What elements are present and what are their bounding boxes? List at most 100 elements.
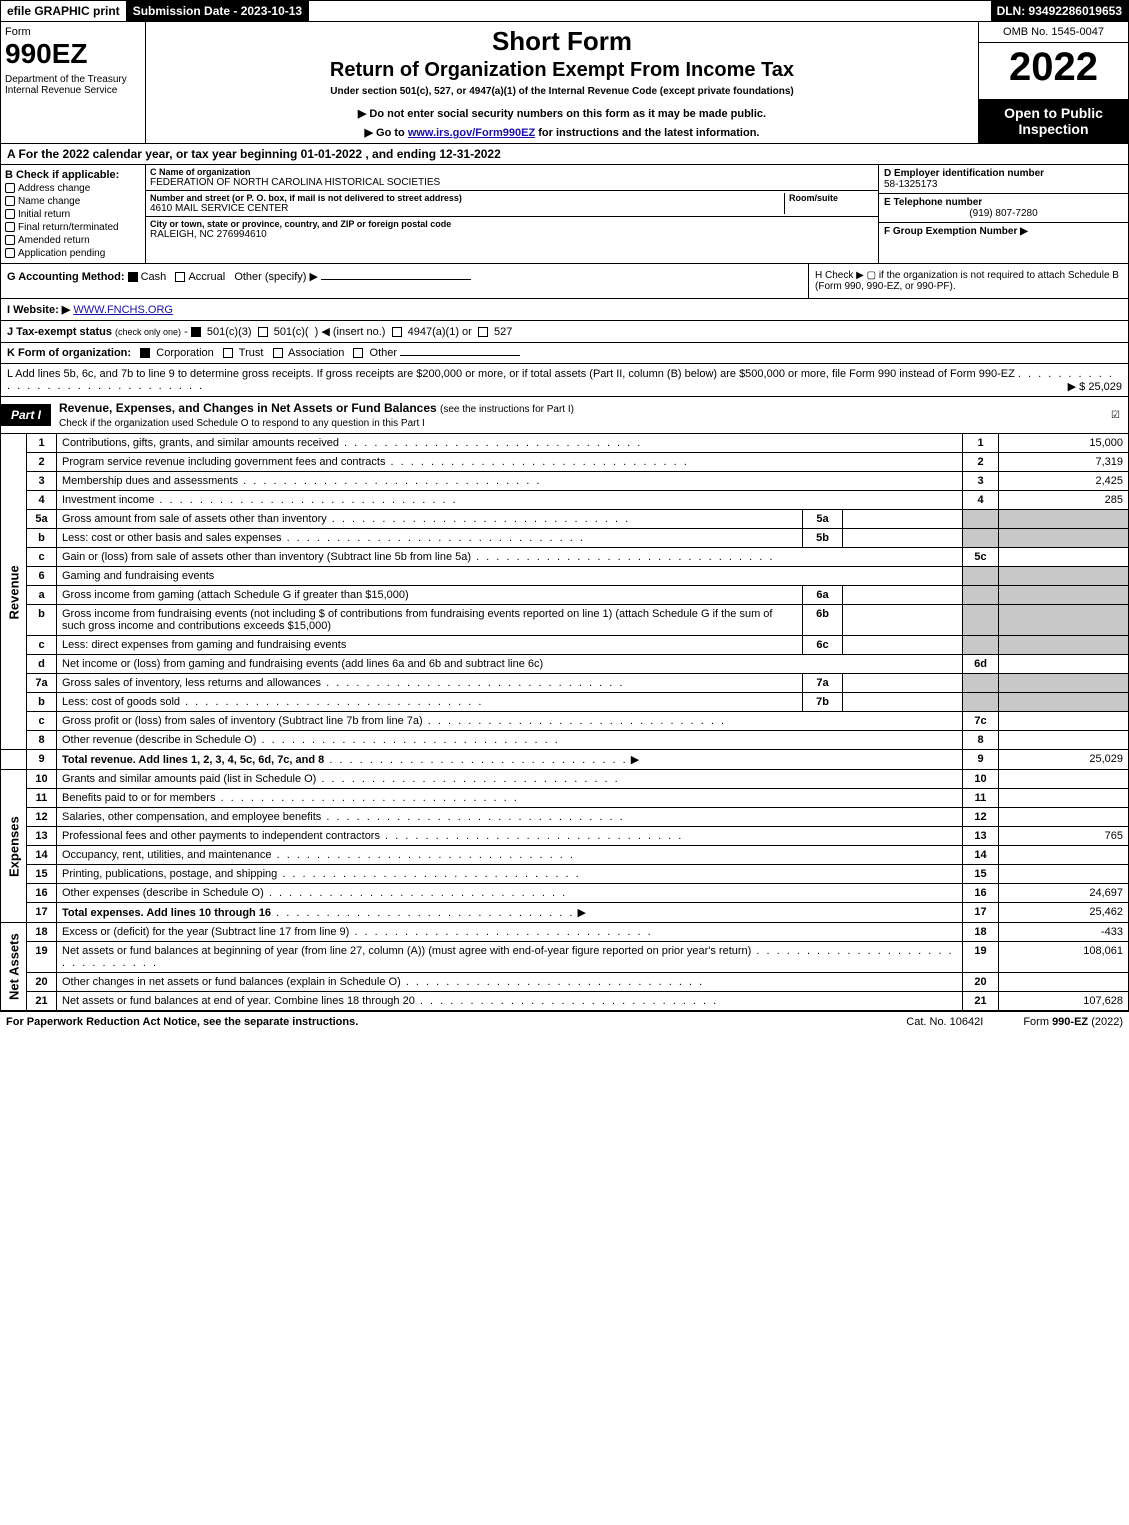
chk-amended-return[interactable]: Amended return — [5, 235, 141, 246]
page-footer: For Paperwork Reduction Act Notice, see … — [0, 1011, 1129, 1032]
org-name: FEDERATION OF NORTH CAROLINA HISTORICAL … — [150, 177, 874, 188]
chk-4947a1[interactable] — [392, 327, 402, 337]
omb-number: OMB No. 1545-0047 — [979, 22, 1128, 43]
chk-trust[interactable] — [223, 348, 233, 358]
expenses-section-label: Expenses — [1, 770, 27, 923]
department-label: Department of the Treasury Internal Reve… — [5, 74, 141, 96]
part-i-checkbox[interactable]: ☑ — [1103, 406, 1128, 425]
dln-label: DLN: 93492286019653 — [991, 1, 1128, 21]
phone-block: E Telephone number (919) 807-7280 — [879, 194, 1128, 223]
val-6d — [999, 655, 1129, 674]
website-label: I Website: ▶ — [7, 304, 70, 316]
line-a: A For the 2022 calendar year, or tax yea… — [0, 144, 1129, 165]
form-number: 990EZ — [5, 38, 141, 70]
chk-other-org[interactable] — [353, 348, 363, 358]
group-exemption-block: F Group Exemption Number ▶ — [879, 223, 1128, 240]
subtitle: Under section 501(c), 527, or 4947(a)(1)… — [150, 86, 974, 97]
street-row: Number and street (or P. O. box, if mail… — [146, 191, 878, 217]
val-5b[interactable] — [843, 529, 963, 548]
chk-cash[interactable] — [128, 272, 138, 282]
phone-label: E Telephone number — [884, 197, 1123, 208]
section-def: D Employer identification number 58-1325… — [878, 165, 1128, 263]
website-link[interactable]: WWW.FNCHS.ORG — [73, 304, 173, 316]
val-7c — [999, 712, 1129, 731]
irs-link[interactable]: www.irs.gov/Form990EZ — [408, 127, 535, 139]
val-5a[interactable] — [843, 510, 963, 529]
link-pre: ▶ Go to — [365, 127, 408, 139]
city-label: City or town, state or province, country… — [150, 219, 874, 229]
room-label: Room/suite — [789, 193, 874, 203]
main-title: Return of Organization Exempt From Incom… — [150, 59, 974, 82]
other-org-input[interactable] — [400, 355, 520, 356]
val-6b[interactable] — [843, 605, 963, 636]
chk-accrual[interactable] — [175, 272, 185, 282]
section-b-header: B Check if applicable: — [5, 169, 141, 181]
part-i-title: Revenue, Expenses, and Changes in Net As… — [51, 397, 582, 433]
line-i: I Website: ▶ WWW.FNCHS.ORG — [0, 299, 1129, 321]
catalog-number: Cat. No. 10642I — [906, 1016, 983, 1028]
part-i-header: Part I Revenue, Expenses, and Changes in… — [0, 397, 1129, 434]
chk-501c3[interactable] — [191, 327, 201, 337]
org-name-row: C Name of organization FEDERATION OF NOR… — [146, 165, 878, 191]
line-l-value: ▶ $ 25,029 — [1068, 380, 1122, 393]
paperwork-notice: For Paperwork Reduction Act Notice, see … — [6, 1016, 358, 1028]
revenue-section-label: Revenue — [1, 434, 27, 750]
netassets-section-label: Net Assets — [1, 923, 27, 1011]
link-post: for instructions and the latest informat… — [535, 127, 759, 139]
accounting-other: Other (specify) ▶ — [234, 271, 318, 283]
val-6a[interactable] — [843, 586, 963, 605]
chk-name-change[interactable]: Name change — [5, 196, 141, 207]
val-6c[interactable] — [843, 636, 963, 655]
section-g: G Accounting Method: Cash Accrual Other … — [1, 264, 808, 298]
section-c: C Name of organization FEDERATION OF NOR… — [146, 165, 878, 263]
accounting-other-input[interactable] — [321, 279, 471, 280]
short-form-title: Short Form — [150, 26, 974, 57]
tax-year: 2022 — [979, 43, 1128, 92]
phone-value: (919) 807-7280 — [884, 208, 1123, 219]
line-l: L Add lines 5b, 6c, and 7b to line 9 to … — [0, 364, 1129, 397]
val-14 — [999, 846, 1129, 865]
val-12 — [999, 808, 1129, 827]
chk-application-pending[interactable]: Application pending — [5, 248, 141, 259]
street-label: Number and street (or P. O. box, if mail… — [150, 193, 784, 203]
val-10 — [999, 770, 1129, 789]
city-row: City or town, state or province, country… — [146, 217, 878, 242]
section-h: H Check ▶ ▢ if the organization is not r… — [808, 264, 1128, 298]
chk-address-change[interactable]: Address change — [5, 183, 141, 194]
section-bcdef: B Check if applicable: Address change Na… — [0, 165, 1129, 264]
val-20 — [999, 973, 1129, 992]
group-exemption-label: F Group Exemption Number ▶ — [884, 226, 1123, 237]
form-year-block: OMB No. 1545-0047 2022 Open to Public In… — [978, 22, 1128, 143]
val-8 — [999, 731, 1129, 750]
chk-527[interactable] — [478, 327, 488, 337]
form-title-block: Short Form Return of Organization Exempt… — [146, 22, 978, 143]
section-b: B Check if applicable: Address change Na… — [1, 165, 146, 263]
submission-date: Submission Date - 2023-10-13 — [127, 1, 309, 21]
val-11 — [999, 789, 1129, 808]
instructions-link-line: ▶ Go to www.irs.gov/Form990EZ for instru… — [150, 126, 974, 139]
org-name-label: C Name of organization — [150, 167, 874, 177]
chk-association[interactable] — [273, 348, 283, 358]
chk-501c[interactable] — [258, 327, 268, 337]
accounting-method-label: G Accounting Method: — [7, 271, 125, 283]
top-bar: efile GRAPHIC print Submission Date - 20… — [0, 0, 1129, 22]
inspection-badge: Open to Public Inspection — [979, 99, 1128, 143]
chk-corporation[interactable] — [140, 348, 150, 358]
street-value: 4610 MAIL SERVICE CENTER — [150, 203, 784, 214]
ein-block: D Employer identification number 58-1325… — [879, 165, 1128, 194]
form-id-block: Form 990EZ Department of the Treasury In… — [1, 22, 146, 143]
part-i-label: Part I — [1, 404, 51, 426]
ein-label: D Employer identification number — [884, 168, 1123, 179]
val-15 — [999, 865, 1129, 884]
part-i-check-text: Check if the organization used Schedule … — [59, 418, 425, 429]
val-7a[interactable] — [843, 674, 963, 693]
chk-initial-return[interactable]: Initial return — [5, 209, 141, 220]
section-gh: G Accounting Method: Cash Accrual Other … — [0, 264, 1129, 299]
line-l-text: L Add lines 5b, 6c, and 7b to line 9 to … — [7, 368, 1015, 380]
efile-label: efile GRAPHIC print — [1, 1, 127, 21]
city-value: RALEIGH, NC 276994610 — [150, 229, 874, 240]
line-k: K Form of organization: Corporation Trus… — [0, 343, 1129, 364]
val-7b[interactable] — [843, 693, 963, 712]
part-i-table: Revenue 1 Contributions, gifts, grants, … — [0, 434, 1129, 1011]
chk-final-return[interactable]: Final return/terminated — [5, 222, 141, 233]
